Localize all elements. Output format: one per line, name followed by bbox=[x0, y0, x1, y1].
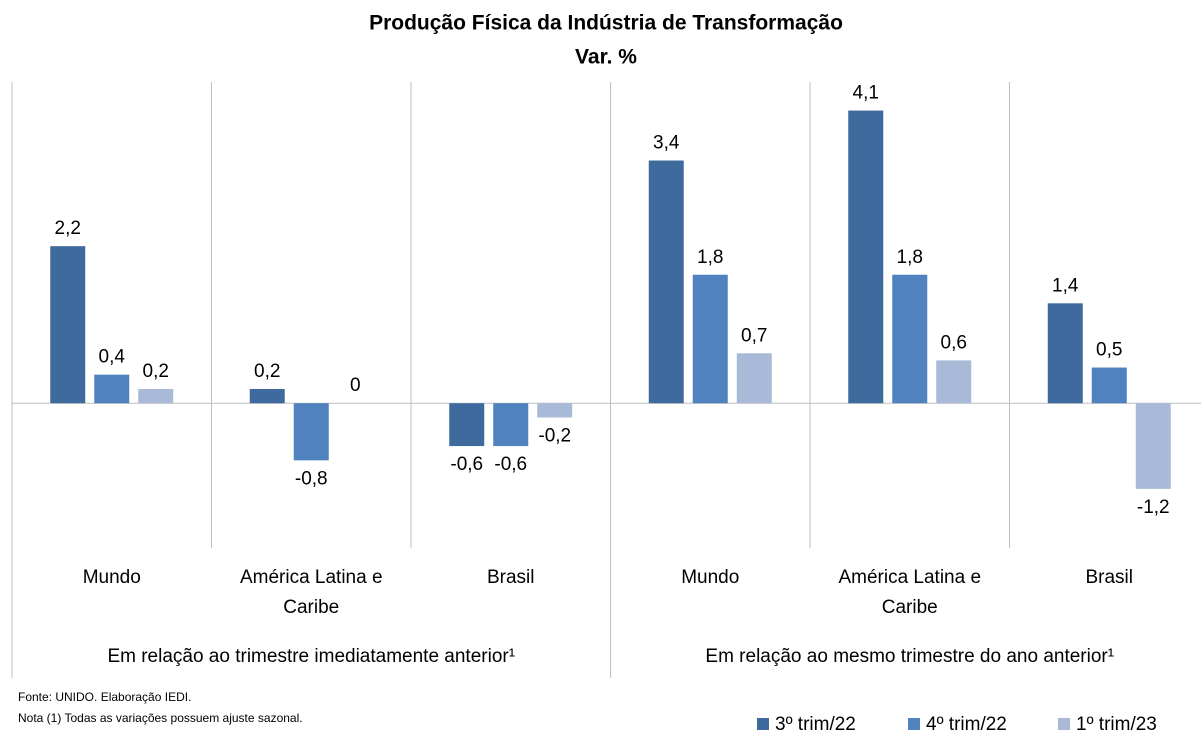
legend-swatch bbox=[1058, 718, 1070, 730]
x-tick-label: Brasil bbox=[486, 567, 535, 588]
data-label: 0,2 bbox=[143, 361, 169, 382]
x-tick-label: América Latina e Caribe bbox=[838, 567, 982, 618]
footnote: Nota (1) Todas as variações possuem ajus… bbox=[18, 711, 303, 725]
legend-label: 4º trim/22 bbox=[926, 714, 1007, 735]
bar bbox=[138, 388, 174, 404]
data-label: 4,1 bbox=[853, 83, 879, 104]
x-tick-label: Mundo bbox=[82, 567, 141, 588]
chart-title: Produção Física da Indústria de Transfor… bbox=[369, 12, 843, 35]
bar bbox=[648, 160, 684, 404]
bar bbox=[293, 403, 329, 461]
bar bbox=[892, 274, 928, 404]
legend-swatch bbox=[908, 718, 920, 730]
bar bbox=[1047, 303, 1083, 404]
bar bbox=[50, 246, 86, 404]
bar bbox=[1091, 367, 1127, 404]
footnote: Fonte: UNIDO. Elaboração IEDI. bbox=[18, 690, 192, 704]
data-label: 0,7 bbox=[741, 325, 767, 346]
data-label: 2,2 bbox=[55, 218, 81, 239]
data-label: 3,4 bbox=[653, 133, 680, 154]
data-label: -0,6 bbox=[450, 454, 483, 475]
data-label: 1,4 bbox=[1052, 275, 1079, 296]
bar bbox=[736, 353, 772, 404]
data-label: 0,5 bbox=[1096, 340, 1122, 361]
bar bbox=[537, 403, 573, 418]
data-label: -1,2 bbox=[1137, 497, 1170, 518]
group-label: Em relação ao mesmo trimestre do ano ant… bbox=[705, 646, 1115, 667]
legend-label: 3º trim/22 bbox=[775, 714, 856, 735]
bar bbox=[936, 360, 972, 404]
data-label: 0,4 bbox=[99, 347, 126, 368]
bar bbox=[449, 403, 485, 447]
data-label: -0,6 bbox=[494, 454, 527, 475]
group-label: Em relação ao trimestre imediatamente an… bbox=[107, 646, 516, 667]
bar bbox=[692, 274, 728, 404]
data-label: -0,2 bbox=[538, 426, 571, 447]
data-label: 1,8 bbox=[697, 247, 723, 268]
bar bbox=[493, 403, 529, 447]
x-tick-label: Brasil bbox=[1085, 567, 1133, 588]
legend-label: 1º trim/23 bbox=[1076, 714, 1157, 735]
data-label: 0,2 bbox=[254, 361, 280, 382]
legend-swatch bbox=[757, 718, 769, 730]
bar bbox=[1135, 403, 1171, 489]
data-label: 0,6 bbox=[941, 332, 967, 353]
x-tick-label: América Latina e Caribe bbox=[239, 567, 383, 618]
x-tick-label: Mundo bbox=[681, 567, 740, 588]
bar bbox=[249, 388, 285, 404]
data-label: 1,8 bbox=[897, 247, 923, 268]
bar bbox=[848, 110, 884, 404]
data-label: -0,8 bbox=[295, 468, 328, 489]
bar bbox=[94, 374, 130, 404]
chart-subtitle: Var. % bbox=[575, 46, 637, 69]
data-label: 0 bbox=[350, 375, 361, 396]
